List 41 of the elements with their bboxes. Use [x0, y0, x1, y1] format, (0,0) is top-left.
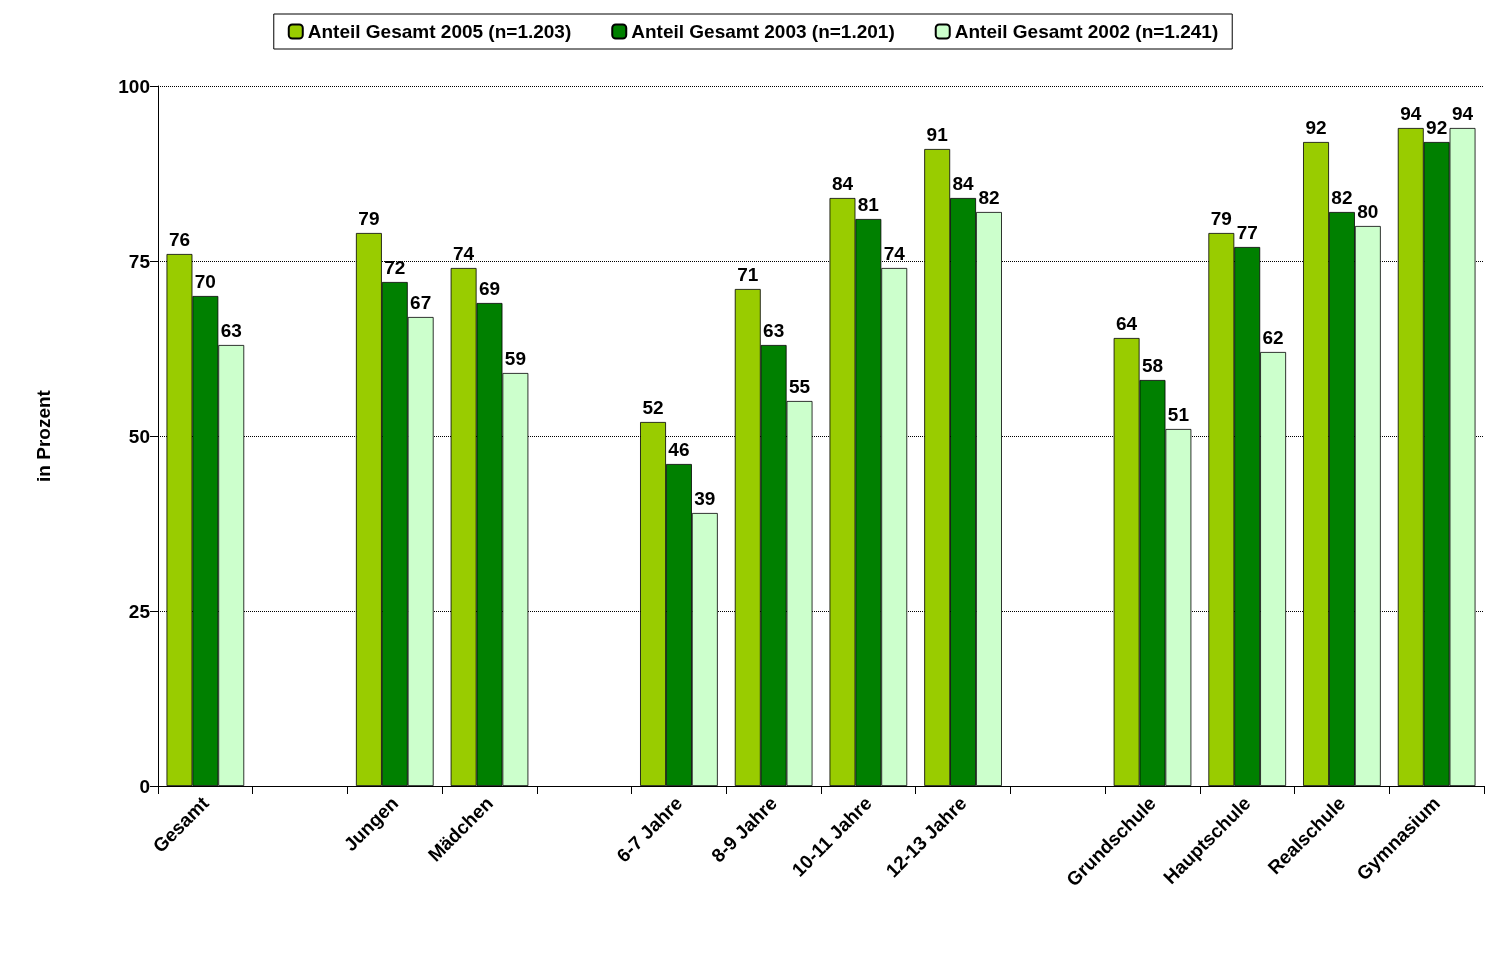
data-label: 92 — [1426, 117, 1448, 138]
y-tick-label: 0 — [139, 775, 150, 797]
data-label: 82 — [978, 187, 1000, 208]
data-label: 80 — [1357, 201, 1379, 222]
data-label: 39 — [694, 488, 716, 509]
data-label: 64 — [1116, 313, 1138, 334]
data-label: 92 — [1305, 117, 1327, 138]
data-label: 52 — [642, 397, 664, 418]
data-label: 59 — [504, 348, 526, 369]
data-label: 82 — [1331, 187, 1353, 208]
data-label: 76 — [168, 229, 191, 250]
data-label: 74 — [453, 243, 475, 264]
data-label: 74 — [883, 243, 906, 264]
data-label: 77 — [1236, 222, 1258, 243]
y-tick-label: 100 — [118, 75, 150, 97]
y-tick-label: 25 — [128, 600, 151, 622]
legend-label: Anteil Gesamt 2002 (n=1.241) — [954, 21, 1219, 42]
data-label: 51 — [1167, 404, 1190, 425]
data-label: 71 — [737, 264, 759, 285]
data-label: 46 — [668, 439, 690, 460]
data-label: 94 — [1451, 103, 1474, 124]
y-tick-label: 75 — [128, 250, 151, 272]
legend-label: Anteil Gesamt 2005 (n=1.203) — [307, 21, 572, 42]
data-label: 69 — [478, 278, 501, 299]
data-label: 79 — [358, 208, 380, 229]
y-tick-label: 50 — [128, 425, 150, 447]
legend-label: Anteil Gesamt 2003 (n=1.201) — [631, 21, 895, 42]
data-label: 91 — [926, 124, 949, 145]
data-label: 70 — [194, 271, 216, 292]
data-label: 79 — [1210, 208, 1232, 229]
data-label: 63 — [763, 320, 785, 341]
data-label: 62 — [1262, 327, 1284, 348]
data-label: 84 — [831, 173, 854, 194]
y-axis-title: in Prozent — [33, 389, 54, 482]
data-label: 94 — [1400, 103, 1422, 124]
data-label: 67 — [410, 292, 432, 313]
data-label: 84 — [952, 173, 975, 194]
data-label: 58 — [1141, 355, 1164, 376]
data-label: 55 — [788, 376, 811, 397]
data-label: 63 — [220, 320, 242, 341]
data-label: 81 — [857, 194, 880, 215]
